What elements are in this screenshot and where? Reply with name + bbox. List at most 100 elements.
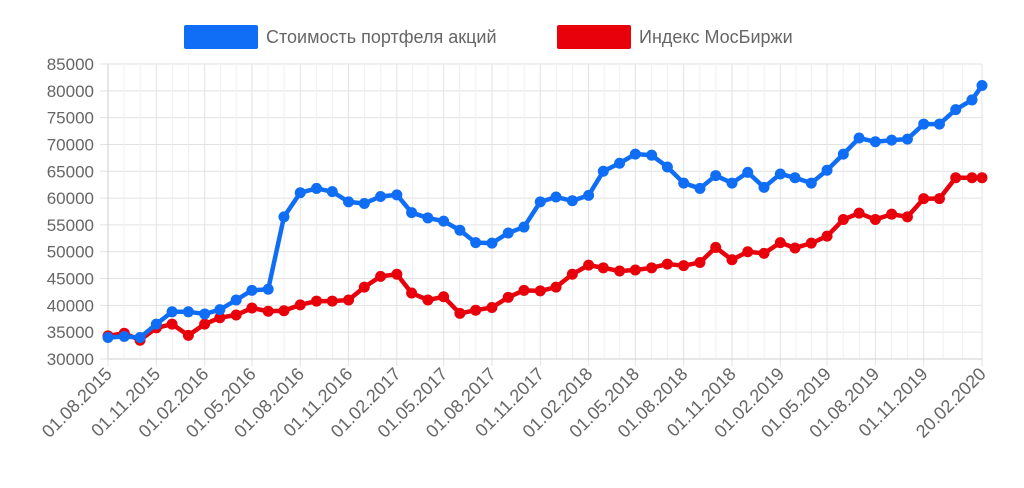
y-tick-label: 35000 bbox=[47, 323, 94, 342]
data-point-moex-index bbox=[343, 294, 355, 306]
data-point-portfolio bbox=[246, 284, 258, 296]
legend-label-moex-index: Индекс МосБиржи bbox=[639, 26, 793, 47]
y-tick-label: 45000 bbox=[47, 270, 94, 289]
data-point-moex-index bbox=[661, 258, 673, 270]
data-point-moex-index bbox=[230, 309, 242, 321]
data-point-moex-index bbox=[869, 214, 881, 226]
data-point-portfolio bbox=[166, 306, 178, 318]
y-tick-label: 60000 bbox=[47, 189, 94, 208]
legend-swatch-portfolio bbox=[184, 25, 258, 49]
data-point-portfolio bbox=[950, 104, 962, 116]
data-point-moex-index bbox=[678, 260, 690, 272]
data-point-moex-index bbox=[199, 318, 211, 330]
data-point-portfolio bbox=[182, 306, 194, 318]
data-point-portfolio bbox=[150, 318, 162, 330]
data-point-moex-index bbox=[294, 299, 306, 311]
legend-swatch-moex-index bbox=[557, 25, 631, 49]
data-point-moex-index bbox=[614, 265, 626, 277]
data-point-moex-index bbox=[518, 284, 530, 296]
data-point-moex-index bbox=[566, 268, 578, 280]
data-point-moex-index bbox=[246, 302, 258, 314]
data-point-portfolio bbox=[102, 332, 114, 344]
data-point-moex-index bbox=[311, 295, 323, 307]
y-tick-label: 70000 bbox=[47, 135, 94, 154]
data-point-moex-index bbox=[726, 254, 738, 266]
data-point-moex-index bbox=[486, 302, 498, 314]
data-point-portfolio bbox=[358, 197, 370, 209]
data-point-portfolio bbox=[566, 195, 578, 207]
data-point-moex-index bbox=[438, 291, 450, 303]
data-point-portfolio bbox=[710, 170, 722, 182]
data-point-moex-index bbox=[742, 246, 754, 258]
data-point-moex-index bbox=[950, 172, 962, 184]
data-point-portfolio bbox=[976, 79, 988, 91]
data-point-moex-index bbox=[470, 304, 482, 316]
data-point-portfolio bbox=[821, 164, 833, 176]
data-point-portfolio bbox=[646, 149, 658, 161]
data-point-portfolio bbox=[966, 94, 978, 106]
legend: Стоимость портфеля акций Индекс МосБиржи bbox=[0, 22, 1024, 52]
data-point-portfolio bbox=[837, 148, 849, 160]
data-point-moex-index bbox=[933, 193, 945, 205]
data-point-portfolio bbox=[294, 187, 306, 199]
data-point-portfolio bbox=[853, 132, 865, 144]
y-tick-label: 85000 bbox=[47, 55, 94, 74]
data-point-portfolio bbox=[774, 168, 786, 180]
y-tick-label: 80000 bbox=[47, 82, 94, 101]
data-point-portfolio bbox=[311, 182, 323, 194]
data-point-portfolio bbox=[886, 134, 898, 146]
data-point-portfolio bbox=[199, 308, 211, 320]
data-point-moex-index bbox=[789, 242, 801, 254]
data-point-portfolio bbox=[230, 294, 242, 306]
data-point-portfolio bbox=[869, 136, 881, 148]
data-point-moex-index bbox=[326, 295, 338, 307]
data-point-moex-index bbox=[758, 247, 770, 259]
data-point-moex-index bbox=[454, 307, 466, 319]
data-point-portfolio bbox=[614, 157, 626, 169]
y-axis: 30000 35000 40000 45000 50000 55000 60000 65000… bbox=[47, 55, 94, 369]
data-point-moex-index bbox=[966, 172, 978, 184]
data-point-portfolio bbox=[550, 191, 562, 203]
data-point-portfolio bbox=[518, 221, 530, 233]
data-point-portfolio bbox=[422, 212, 434, 224]
data-point-portfolio bbox=[805, 177, 817, 189]
legend-label-portfolio: Стоимость портфеля акций bbox=[266, 26, 497, 47]
data-point-portfolio bbox=[726, 177, 738, 189]
data-point-moex-index bbox=[976, 172, 988, 184]
series-layer bbox=[102, 79, 988, 346]
data-point-portfolio bbox=[694, 182, 706, 194]
data-point-portfolio bbox=[118, 330, 130, 342]
data-point-portfolio bbox=[678, 177, 690, 189]
x-axis: 01.08.201501.11.201501.02.201601.05.2016… bbox=[38, 364, 990, 442]
data-point-portfolio bbox=[918, 118, 930, 130]
data-point-portfolio bbox=[789, 172, 801, 184]
y-tick-label: 30000 bbox=[47, 350, 94, 369]
data-point-portfolio bbox=[391, 189, 403, 201]
data-point-moex-index bbox=[886, 208, 898, 220]
data-point-moex-index bbox=[422, 294, 434, 306]
data-point-portfolio bbox=[214, 304, 226, 316]
data-point-portfolio bbox=[278, 211, 290, 223]
data-point-portfolio bbox=[375, 190, 387, 202]
legend-item-portfolio[interactable]: Стоимость портфеля акций bbox=[184, 22, 497, 52]
data-point-moex-index bbox=[214, 312, 226, 324]
y-tick-label: 55000 bbox=[47, 216, 94, 235]
data-point-portfolio bbox=[933, 118, 945, 130]
data-point-portfolio bbox=[343, 196, 355, 208]
grid bbox=[100, 63, 983, 366]
data-point-moex-index bbox=[918, 193, 930, 205]
data-point-portfolio bbox=[486, 237, 498, 249]
data-point-moex-index bbox=[391, 268, 403, 280]
data-point-moex-index bbox=[278, 305, 290, 317]
data-point-portfolio bbox=[758, 181, 770, 193]
data-point-moex-index bbox=[182, 329, 194, 341]
data-point-moex-index bbox=[710, 241, 722, 253]
data-point-moex-index bbox=[597, 262, 609, 274]
data-point-portfolio bbox=[134, 332, 146, 344]
y-tick-label: 40000 bbox=[47, 296, 94, 315]
legend-item-moex-index[interactable]: Индекс МосБиржи bbox=[557, 22, 793, 52]
data-point-portfolio bbox=[262, 283, 274, 295]
data-point-portfolio bbox=[661, 161, 673, 173]
data-point-portfolio bbox=[742, 166, 754, 178]
